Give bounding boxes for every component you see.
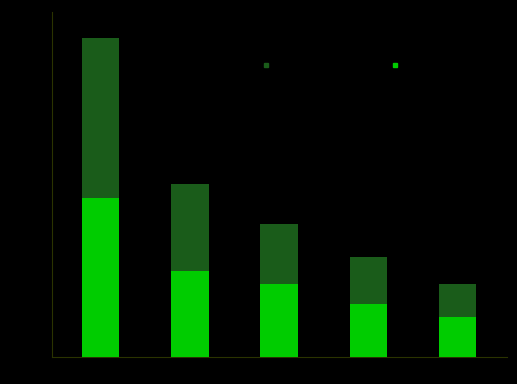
Bar — [349, 304, 387, 357]
Bar — [261, 224, 298, 284]
Bar — [171, 271, 209, 357]
Bar — [349, 257, 387, 304]
Bar — [82, 38, 119, 198]
Bar — [82, 198, 119, 357]
Bar — [171, 184, 209, 271]
Bar — [439, 284, 476, 317]
Bar — [439, 317, 476, 357]
Bar — [261, 284, 298, 357]
